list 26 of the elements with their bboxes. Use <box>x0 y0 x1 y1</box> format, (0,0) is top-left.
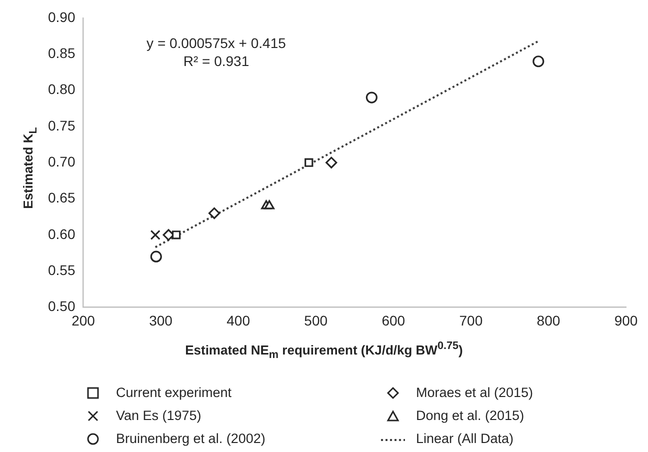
x-tick-label: 400 <box>226 312 250 328</box>
legend-label: Van Es (1975) <box>116 408 202 423</box>
y-tick-label: 0.65 <box>48 190 76 206</box>
annotation: y = 0.000575x + 0.415 <box>146 35 286 51</box>
legend-label: Linear (All Data) <box>416 431 514 446</box>
y-tick-label: 0.90 <box>48 8 76 25</box>
x-tick-label: 800 <box>536 312 560 328</box>
y-tick-label: 0.70 <box>48 153 76 170</box>
x-tick-label: 500 <box>304 312 328 328</box>
y-tick-label: 0.60 <box>48 226 76 242</box>
y-tick-label: 0.80 <box>48 81 76 98</box>
x-tick-label: 900 <box>614 312 638 328</box>
x-tick-label: 600 <box>382 312 406 328</box>
y-tick-label: 0.75 <box>48 117 76 134</box>
legend-label: Dong et al. (2015) <box>416 408 524 423</box>
x-tick-label: 700 <box>459 312 483 328</box>
legend-label: Current experiment <box>116 385 232 400</box>
annotation: R² = 0.931 <box>183 53 250 69</box>
x-axis-title: Estimated NE$_{m}$ requirement (KJ/d/kg BW$^{0.75}$) <box>184 340 464 361</box>
legend-label: Bruinenberg et al. (2002) <box>116 431 266 446</box>
y-tick-label: 0.85 <box>48 45 76 62</box>
legend-label: Moraes et al (2015) <box>416 385 534 400</box>
x-tick-label: 200 <box>72 312 96 328</box>
y-tick-label: 0.55 <box>48 262 76 278</box>
x-tick-label: 300 <box>149 312 173 328</box>
y-tick-label: 0.50 <box>48 298 76 314</box>
